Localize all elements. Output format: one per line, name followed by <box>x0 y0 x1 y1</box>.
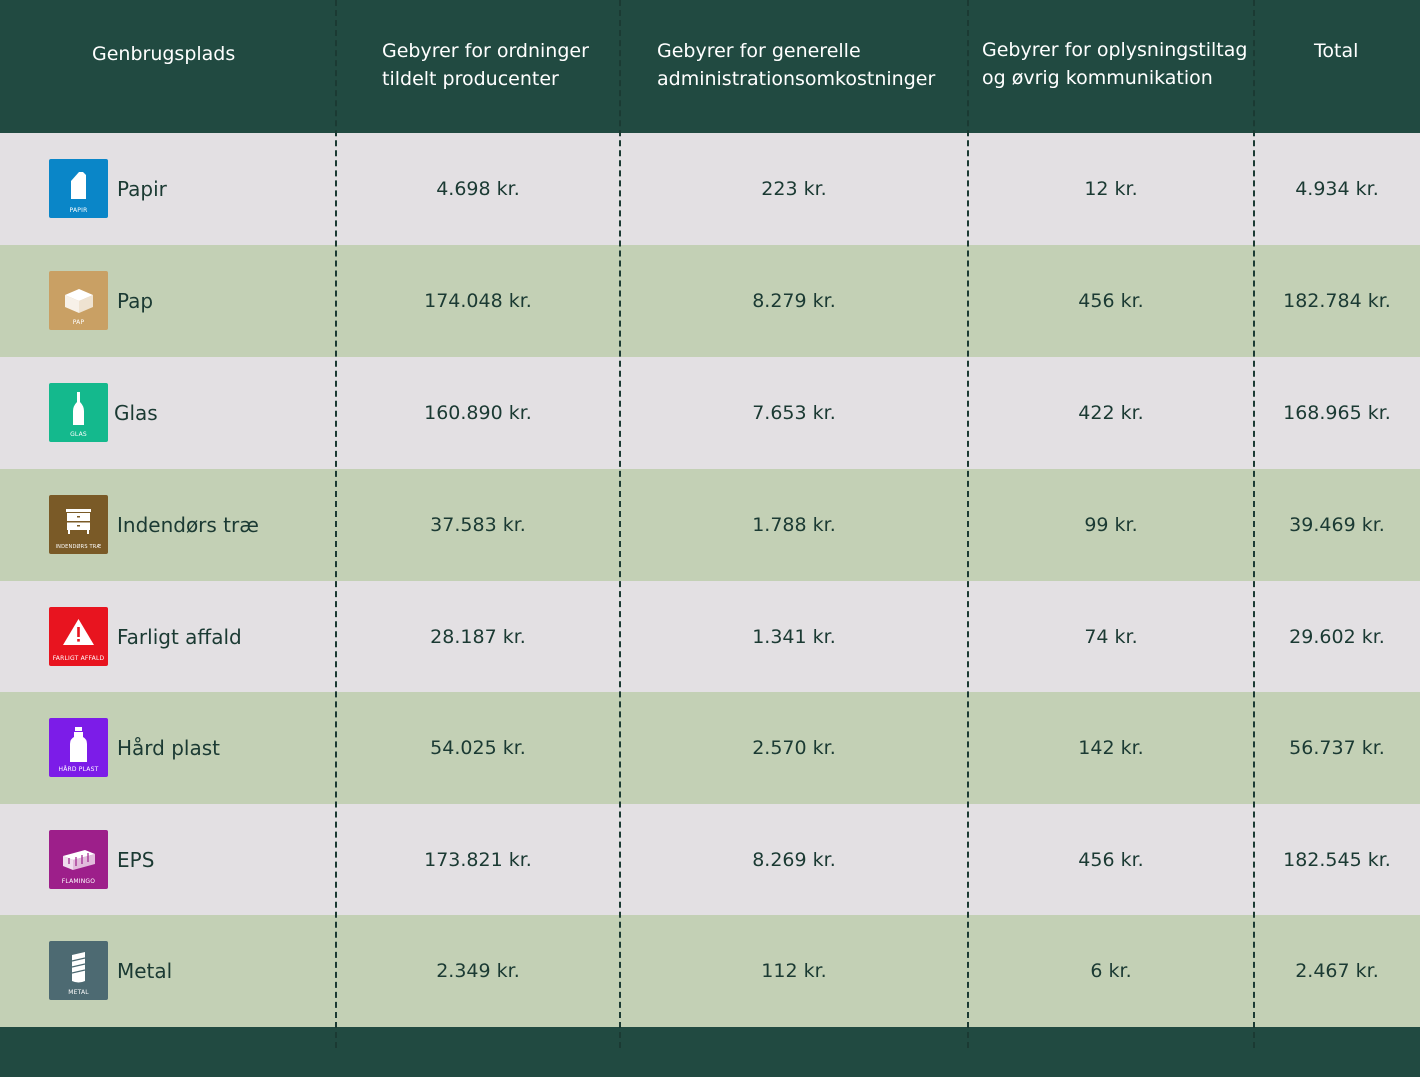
row-name: Pap <box>117 289 154 313</box>
wood-furniture-icon: INDENDØRS TRÆ <box>49 495 108 554</box>
producer-fee: 2.349 kr. <box>436 960 520 982</box>
producer-fee: 54.025 kr. <box>430 737 526 759</box>
table-row: PAP Pap 174.048 kr. 8.279 kr. 456 kr. 18… <box>0 245 1420 357</box>
table-row: INDENDØRS TRÆ Indendørs træ 37.583 kr. 1… <box>0 469 1420 581</box>
header-info-fees-line1: Gebyrer for oplysningstiltag <box>982 39 1248 61</box>
row-name: Metal <box>117 959 173 983</box>
table-header: Genbrugsplads Gebyrer for ordninger tild… <box>0 0 1420 133</box>
header-admin-fees: Gebyrer for generelle administrationsomk… <box>657 37 935 93</box>
info-fee: 6 kr. <box>1090 960 1132 982</box>
header-info-fees: Gebyrer for oplysningstiltag og øvrig ko… <box>982 36 1247 92</box>
column-divider <box>619 0 621 1048</box>
icon-label: HÅRD PLAST <box>58 766 99 773</box>
total: 4.934 kr. <box>1295 178 1379 200</box>
header-total: Total <box>1314 40 1359 62</box>
icon-label: FARLIGT AFFALD <box>52 655 105 662</box>
info-fee: 74 kr. <box>1084 626 1138 648</box>
admin-fee: 8.269 kr. <box>752 849 836 871</box>
producer-fee: 4.698 kr. <box>436 178 520 200</box>
total: 182.784 kr. <box>1283 290 1391 312</box>
icon-label: PAPIR <box>69 207 88 214</box>
header-producer-fees: Gebyrer for ordninger tildelt producente… <box>382 37 589 93</box>
table-footer <box>0 1027 1420 1077</box>
producer-fee: 28.187 kr. <box>430 626 526 648</box>
row-name: Farligt affald <box>117 625 242 649</box>
admin-fee: 8.279 kr. <box>752 290 836 312</box>
table-row: FARLIGT AFFALD Farligt affald 28.187 kr.… <box>0 581 1420 693</box>
plastic-bottle-icon: HÅRD PLAST <box>49 718 108 777</box>
total: 182.545 kr. <box>1283 849 1391 871</box>
header-producer-fees-line1: Gebyrer for ordninger <box>382 40 589 62</box>
producer-fee: 173.821 kr. <box>424 849 532 871</box>
table-row: PAPIR Papir 4.698 kr. 223 kr. 12 kr. 4.9… <box>0 133 1420 245</box>
table-row: METAL Metal 2.349 kr. 112 kr. 6 kr. 2.46… <box>0 915 1420 1027</box>
row-name: EPS <box>117 848 155 872</box>
header-genbrugsplads: Genbrugsplads <box>92 43 236 65</box>
hazard-warning-icon: FARLIGT AFFALD <box>49 607 108 666</box>
polystyrene-icon: FLAMINGO <box>49 830 108 889</box>
total: 56.737 kr. <box>1289 737 1385 759</box>
row-name: Papir <box>117 177 167 201</box>
producer-fee: 160.890 kr. <box>424 402 532 424</box>
paper-icon: PAPIR <box>49 159 108 218</box>
info-fee: 422 kr. <box>1078 402 1144 424</box>
icon-label: GLAS <box>70 431 87 438</box>
header-admin-fees-line2: administrationsomkostninger <box>657 68 936 90</box>
total: 168.965 kr. <box>1283 402 1391 424</box>
admin-fee: 2.570 kr. <box>752 737 836 759</box>
info-fee: 99 kr. <box>1084 514 1138 536</box>
table-row: FLAMINGO EPS 173.821 kr. 8.269 kr. 456 k… <box>0 804 1420 916</box>
total: 2.467 kr. <box>1295 960 1379 982</box>
admin-fee: 223 kr. <box>761 178 827 200</box>
header-producer-fees-line2: tildelt producenter <box>382 68 559 90</box>
cardboard-box-icon: PAP <box>49 271 108 330</box>
table-row: GLAS Glas 160.890 kr. 7.653 kr. 422 kr. … <box>0 357 1420 469</box>
icon-label: METAL <box>68 989 89 996</box>
admin-fee: 112 kr. <box>761 960 827 982</box>
column-divider <box>967 0 969 1048</box>
header-info-fees-line2: og øvrig kommunikation <box>982 67 1213 89</box>
icon-label: PAP <box>72 319 85 326</box>
total: 29.602 kr. <box>1289 626 1385 648</box>
admin-fee: 1.341 kr. <box>752 626 836 648</box>
info-fee: 456 kr. <box>1078 290 1144 312</box>
glass-bottle-icon: GLAS <box>49 383 108 442</box>
info-fee: 142 kr. <box>1078 737 1144 759</box>
info-fee: 456 kr. <box>1078 849 1144 871</box>
icon-label: INDENDØRS TRÆ <box>55 544 102 550</box>
column-divider <box>1253 0 1255 1048</box>
header-admin-fees-line1: Gebyrer for generelle <box>657 40 861 62</box>
row-name: Indendørs træ <box>117 513 259 537</box>
info-fee: 12 kr. <box>1084 178 1138 200</box>
row-name: Glas <box>114 401 158 425</box>
admin-fee: 1.788 kr. <box>752 514 836 536</box>
table-row: HÅRD PLAST Hård plast 54.025 kr. 2.570 k… <box>0 692 1420 804</box>
icon-label: FLAMINGO <box>61 878 96 885</box>
producer-fee: 174.048 kr. <box>424 290 532 312</box>
column-divider <box>335 0 337 1048</box>
total: 39.469 kr. <box>1289 514 1385 536</box>
admin-fee: 7.653 kr. <box>752 402 836 424</box>
producer-fee: 37.583 kr. <box>430 514 526 536</box>
row-name: Hård plast <box>117 736 220 760</box>
metal-can-icon: METAL <box>49 941 108 1000</box>
